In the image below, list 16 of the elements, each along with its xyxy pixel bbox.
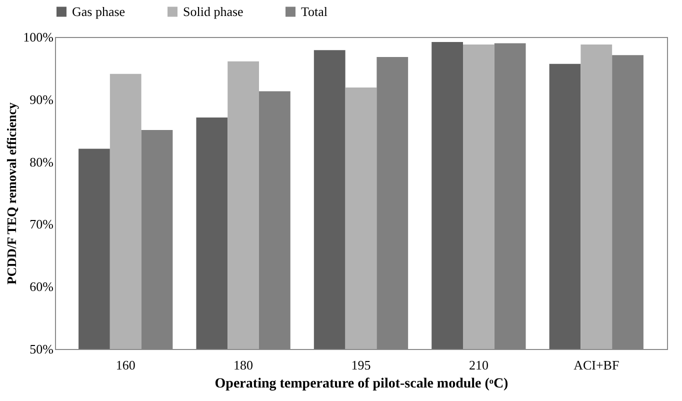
- y-tick-label: 80%: [30, 154, 54, 170]
- x-tick-label: 180: [234, 358, 254, 372]
- x-tick-label: 210: [468, 358, 488, 372]
- x-axis-title: Operating temperature of pilot-scale module (ᵒC): [214, 376, 509, 392]
- x-tick-label: ACI+BF: [574, 358, 620, 372]
- y-tick-label: 50%: [30, 342, 54, 356]
- y-tick-label: 90%: [30, 92, 54, 107]
- y-tick-label: 100%: [23, 30, 54, 44]
- legend-label: Gas phase: [72, 4, 126, 19]
- y-tick-label: 60%: [30, 279, 54, 294]
- y-tick-label: 70%: [30, 216, 54, 232]
- x-tick-label: 160: [116, 358, 136, 372]
- legend-label: Solid phase: [183, 4, 244, 19]
- y-axis-title: PCDD/F TEQ removal efficiency: [4, 102, 20, 285]
- x-tick-label: 195: [351, 358, 371, 372]
- legend-label: Total: [301, 4, 328, 19]
